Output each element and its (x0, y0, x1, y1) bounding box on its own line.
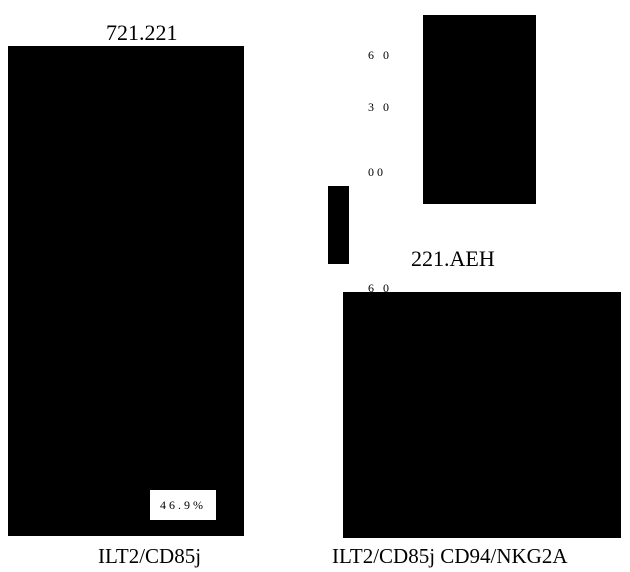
left-panel-x-axis-label: ILT2/CD85j (98, 544, 202, 568)
left-panel-title: 721.221 (106, 20, 178, 45)
small-scale-bar (328, 186, 349, 264)
bottom-right-tick-label: 6 0 (368, 281, 392, 295)
top-right-tick-label-1: 6 0 (368, 48, 392, 62)
top-right-tick-label-2: 3 0 (368, 100, 392, 114)
top-right-tick-label-3: 00 (368, 165, 386, 179)
top-right-panel-blot (423, 15, 536, 204)
bottom-right-panel-title: 221.AEH (411, 246, 495, 271)
bottom-right-panel-x-axis-label: ILT2/CD85j CD94/NKG2A (332, 544, 568, 568)
bottom-right-panel-blot (343, 292, 621, 538)
left-panel-percentage-label: 46.9% (150, 490, 216, 520)
left-panel-blot (8, 46, 244, 536)
